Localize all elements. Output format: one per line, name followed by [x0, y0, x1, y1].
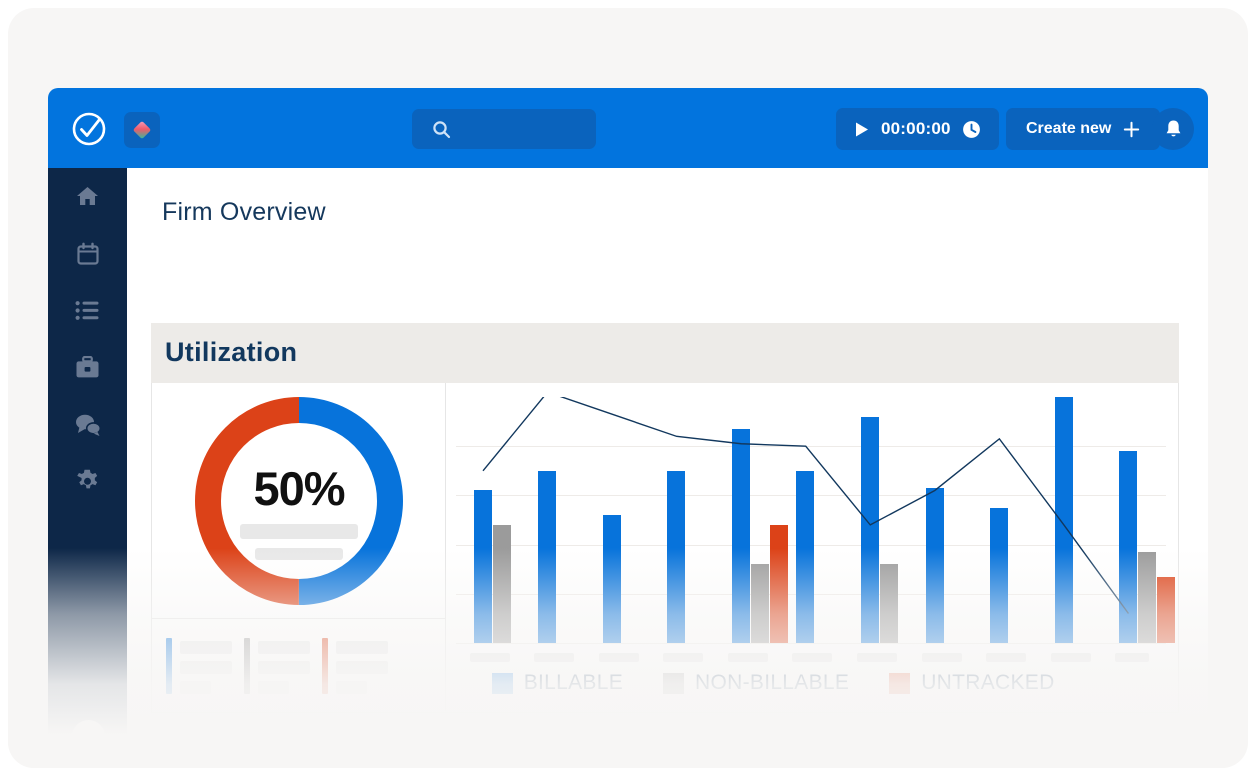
chat-bubbles-icon [75, 414, 101, 436]
search-icon [433, 120, 451, 138]
create-new-button[interactable]: Create new [1006, 108, 1161, 150]
gear-icon [77, 469, 98, 489]
legend-placeholder-line [258, 680, 289, 694]
app-window: 00:00:00 Create new [48, 88, 1208, 768]
legend-bar-untracked [322, 637, 328, 694]
notifications-button[interactable] [1152, 108, 1194, 150]
check-circle-logo-icon[interactable] [70, 110, 108, 148]
chart-plot-area [455, 397, 1176, 643]
legend-block-untracked [322, 637, 388, 694]
sidebar-item-calendar[interactable] [48, 225, 127, 282]
chart-trend-line [482, 397, 1129, 614]
calendar-icon [76, 242, 99, 265]
chart-legend-swatch [889, 672, 911, 694]
chart-legend-label: NON-BILLABLE [695, 671, 850, 694]
legend-placeholder-line [258, 640, 310, 654]
sidebar-item-settings[interactable] [48, 453, 127, 510]
utilization-donut-chart: 50% [152, 383, 446, 619]
sidebar-item-messages[interactable] [48, 396, 127, 453]
diamond-app-icon [133, 121, 151, 139]
donut-legend [152, 620, 446, 711]
sidebar-item-matters[interactable] [48, 339, 127, 396]
briefcase-icon [76, 356, 99, 378]
chart-x-label [792, 653, 833, 662]
donut-center-value: 50% [253, 462, 345, 515]
realization-title: Realization [165, 740, 311, 768]
chart-legend-label: UNTRACKED [921, 671, 1055, 694]
chart-x-label [986, 653, 1027, 662]
search-input[interactable] [412, 109, 596, 149]
realization-card: Realization 250 [151, 728, 1179, 768]
legend-placeholder-line [336, 680, 367, 694]
chart-x-label [1050, 653, 1091, 662]
play-icon [856, 122, 868, 136]
chart-legend-swatch [491, 672, 513, 694]
donut-placeholder-line-1 [240, 524, 358, 539]
utilization-card-header: Utilization [151, 323, 1179, 383]
chart-x-label [921, 653, 962, 662]
realization-value: 250 [1019, 761, 1041, 768]
list-icon [75, 301, 99, 320]
chart-x-label [663, 653, 704, 662]
chart-legend: BILLABLE NON-BILLABLE UNTRACKED [491, 671, 1055, 695]
legend-placeholder-line [258, 660, 310, 674]
legend-placeholder-line [336, 640, 388, 654]
chart-legend-swatch [663, 672, 685, 694]
timer-control[interactable]: 00:00:00 [836, 108, 999, 150]
chart-x-label [534, 653, 575, 662]
legend-bar-nonbillable [244, 637, 250, 694]
chart-gridline [455, 446, 1166, 448]
sidebar-item-tasks[interactable] [48, 282, 127, 339]
chart-x-label [856, 653, 897, 662]
legend-placeholder-line [180, 640, 232, 654]
plus-icon [1124, 121, 1140, 137]
legend-placeholder-line [180, 660, 232, 674]
utilization-card-body: 50% [151, 383, 1179, 713]
timer-value: 00:00:00 [881, 119, 951, 138]
sidebar-item-home[interactable] [48, 168, 127, 225]
utilization-bar-chart: BILLABLE NON-BILLABLE UNTRACKED [446, 383, 1178, 711]
avatar[interactable] [72, 720, 105, 753]
top-navigation-bar: 00:00:00 Create new [48, 88, 1208, 168]
chart-x-label [727, 653, 768, 662]
app-switcher-button[interactable] [124, 112, 160, 148]
donut-panel: 50% [152, 383, 446, 711]
chart-legend-item[interactable]: UNTRACKED [889, 671, 1054, 695]
home-icon [77, 187, 98, 205]
chart-x-axis [455, 643, 1166, 644]
bell-icon [1166, 120, 1180, 136]
chart-x-label [469, 653, 510, 662]
chart-x-label [598, 653, 639, 662]
legend-block-billable [166, 637, 232, 694]
chart-legend-label: BILLABLE [523, 671, 624, 694]
utilization-title: Utilization [165, 337, 298, 367]
device-frame: 00:00:00 Create new [8, 8, 1248, 768]
legend-bar-billable [166, 637, 172, 694]
clock-icon [962, 120, 980, 138]
donut-placeholder-line-2 [255, 548, 343, 560]
utilization-card: Utilization 50% [151, 323, 1179, 713]
create-new-label: Create new [1026, 120, 1112, 137]
chart-x-label [1115, 653, 1150, 662]
legend-placeholder-line [336, 660, 388, 674]
chart-legend-item[interactable]: BILLABLE [491, 671, 624, 695]
sidebar-navigation [48, 168, 127, 768]
page-title: Firm Overview [162, 198, 326, 226]
legend-block-nonbillable [244, 637, 310, 694]
main-content: Firm Overview Utilization 50% [127, 168, 1208, 768]
chart-legend-item[interactable]: NON-BILLABLE [663, 671, 849, 695]
legend-placeholder-line [180, 680, 211, 694]
